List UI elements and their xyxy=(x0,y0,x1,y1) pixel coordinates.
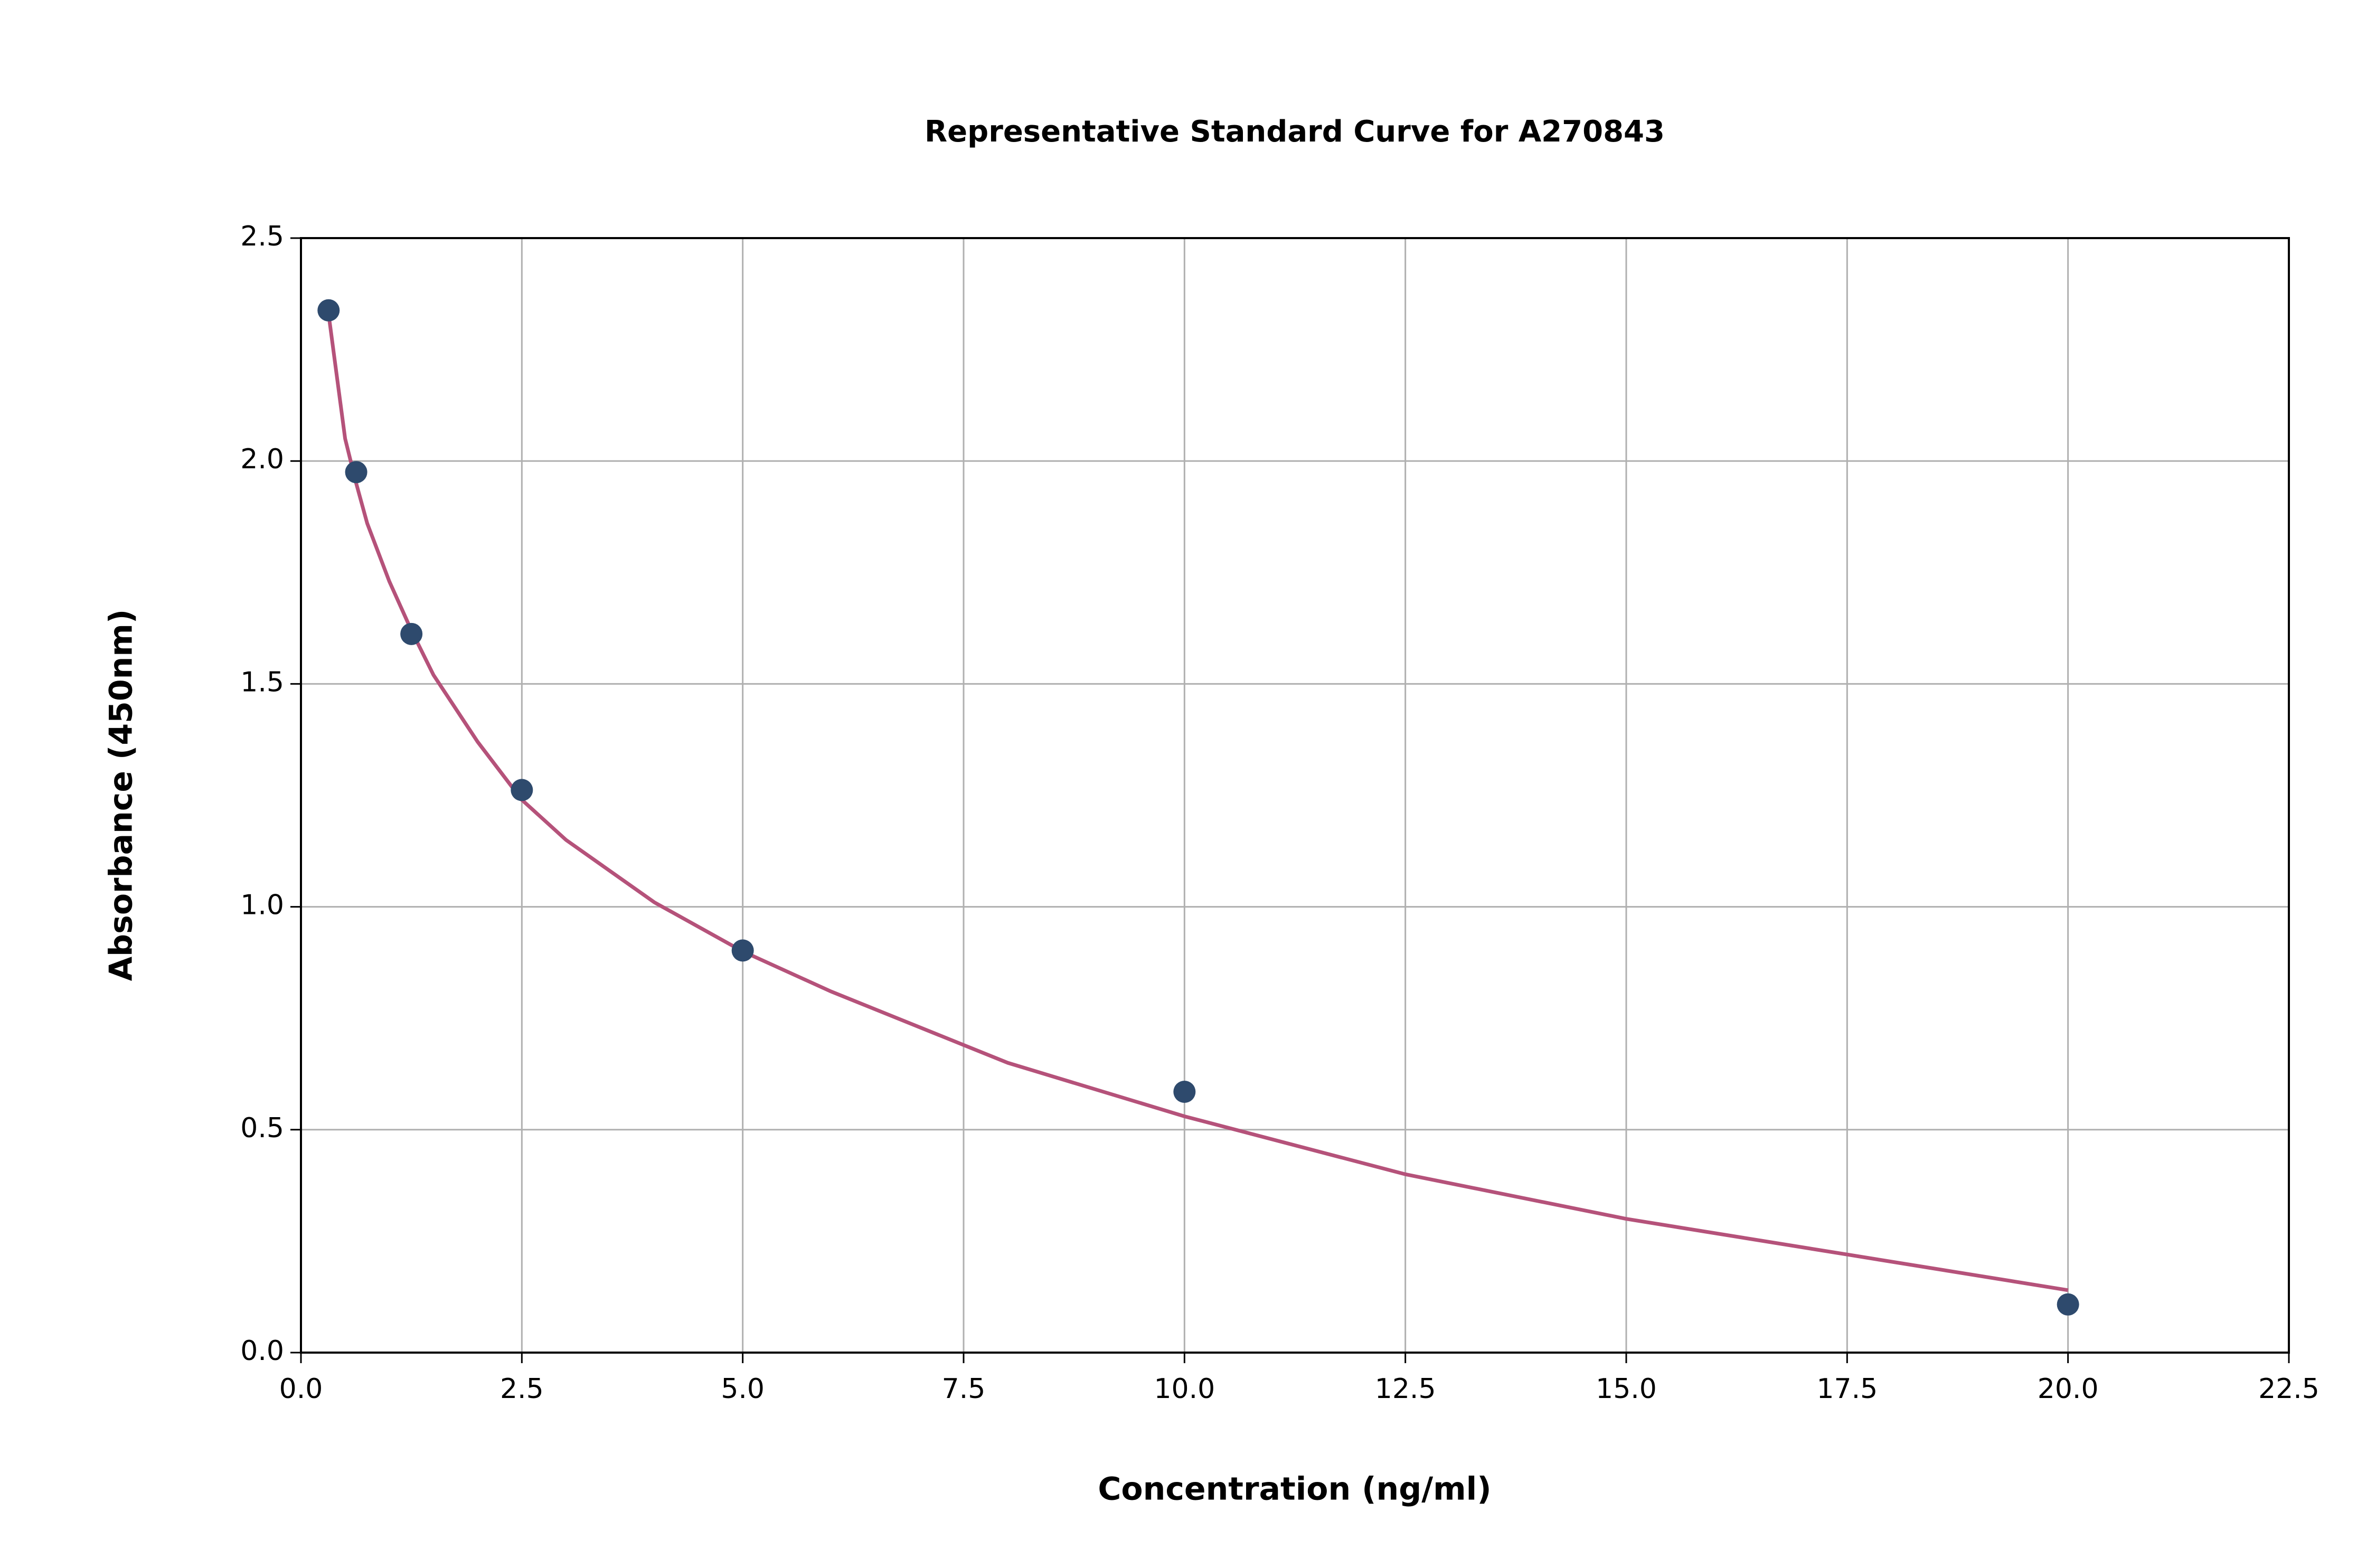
y-tick-label: 2.5 xyxy=(240,221,284,252)
x-tick-label: 17.5 xyxy=(1816,1373,1878,1405)
x-tick-label: 15.0 xyxy=(1596,1373,1657,1405)
data-point xyxy=(345,461,367,484)
y-tick-label: 1.0 xyxy=(240,890,284,921)
x-tick-label: 5.0 xyxy=(721,1373,765,1405)
data-point xyxy=(2057,1293,2079,1316)
x-tick-label: 12.5 xyxy=(1375,1373,1436,1405)
x-tick-label: 22.5 xyxy=(2258,1373,2320,1405)
x-tick-label: 20.0 xyxy=(2038,1373,2099,1405)
y-tick-label: 0.0 xyxy=(240,1335,284,1367)
chart-title: Representative Standard Curve for A27084… xyxy=(925,115,1665,149)
y-axis-label: Absorbance (450nm) xyxy=(103,609,140,981)
x-tick-label: 7.5 xyxy=(942,1373,986,1405)
x-tick-label: 0.0 xyxy=(279,1373,323,1405)
y-tick-label: 2.0 xyxy=(240,443,284,475)
data-point xyxy=(511,779,533,801)
x-tick-label: 2.5 xyxy=(500,1373,544,1405)
y-tick-label: 0.5 xyxy=(240,1112,284,1144)
y-tick-label: 1.5 xyxy=(240,666,284,698)
data-point xyxy=(1173,1081,1196,1103)
data-point xyxy=(317,299,340,322)
x-tick-label: 10.0 xyxy=(1154,1373,1215,1405)
plot-frame xyxy=(300,237,2290,1354)
fit-curve xyxy=(326,314,2069,1292)
data-point xyxy=(400,622,423,645)
plot xyxy=(317,299,2079,1316)
x-axis-label: Concentration (ng/ml) xyxy=(1098,1471,1491,1508)
data-point xyxy=(731,939,754,962)
